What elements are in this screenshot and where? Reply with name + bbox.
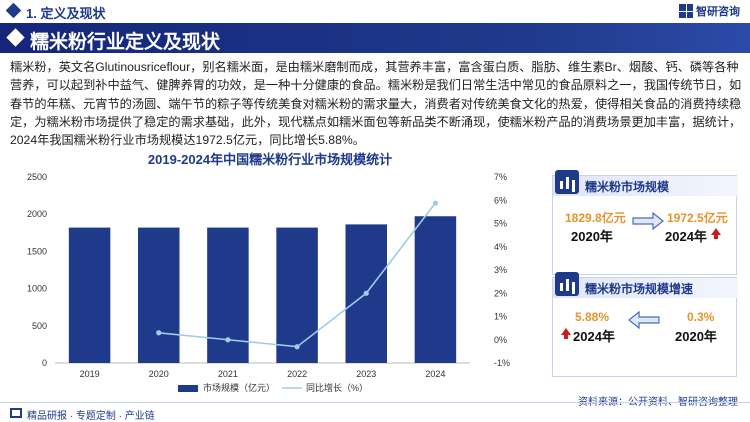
legend-label-bar: 市场规模（亿元） xyxy=(203,382,275,393)
y-left-tick-label: 2000 xyxy=(27,209,47,219)
bar-2020 xyxy=(138,227,180,363)
section-title: 1. 定义及现状 xyxy=(26,6,106,21)
footer-tagline: 精品研报 · 专题定制 · 产业链 xyxy=(27,411,155,422)
card-title: 糯米粉市场规模 xyxy=(585,180,670,194)
growth-2024-year: 2024年 xyxy=(573,329,615,344)
legend-label-line: 同比增长（%） xyxy=(306,382,368,393)
brand-logo[interactable]: 智研咨询 xyxy=(679,3,740,19)
y-left-tick-label: 2500 xyxy=(27,172,47,182)
x-tick-label: 2022 xyxy=(287,369,307,379)
page-header: 糯米粉行业定义及现状 xyxy=(0,23,750,53)
logo-icon xyxy=(679,4,693,18)
bar-chart-icon xyxy=(555,170,579,194)
bar-2021 xyxy=(207,227,249,363)
growth-point xyxy=(156,330,162,336)
card-title: 糯米粉市场规模增速 xyxy=(585,282,694,296)
y-left-tick-label: 1500 xyxy=(27,246,47,256)
size-2024-year: 2024年 xyxy=(665,229,707,244)
y-left-tick-label: 0 xyxy=(42,358,47,368)
y-right-tick-label: 7% xyxy=(494,172,507,182)
y-right-tick-label: 3% xyxy=(494,265,507,275)
arrow-right-icon xyxy=(632,212,664,230)
x-tick-label: 2019 xyxy=(80,369,100,379)
footer: 精品研报 · 专题定制 · 产业链 xyxy=(0,402,750,422)
arrow-up-icon xyxy=(711,228,721,239)
arrow-up-icon xyxy=(561,328,571,339)
growth-2020-year: 2020年 xyxy=(675,329,717,344)
page-title: 糯米粉行业定义及现状 xyxy=(30,32,221,53)
bar-2024 xyxy=(414,216,457,363)
market-size-chart: 0 500 1000 1500 2000 2500 -1% 0% 1% 2% 3% 4% 5% 6% 7% 2… xyxy=(27,172,510,393)
arrow-left-icon xyxy=(628,311,660,329)
bar-2022 xyxy=(276,227,318,363)
size-2020-value: 1829.8亿元 xyxy=(565,211,626,225)
size-2024-value: 1972.5亿元 xyxy=(667,211,728,225)
x-tick-label: 2024 xyxy=(425,369,445,379)
y-right-tick-label: 6% xyxy=(494,195,507,205)
y-left-tick-label: 1000 xyxy=(27,284,47,294)
intro-paragraph: 糯米粉，英文名Glutinousriceflour，别名糯米面，是由糯米磨制而成… xyxy=(10,60,742,148)
growth-2024-value: 5.88% xyxy=(575,310,610,324)
growth-2020-value: 0.3% xyxy=(687,310,715,324)
y-right-tick-label: 5% xyxy=(494,219,507,229)
x-tick-label: 2023 xyxy=(356,369,376,379)
x-tick-label: 2020 xyxy=(149,369,169,379)
market-size-card: 糯米粉市场规模 1829.8亿元 2020年 1972.5亿元 2024年 xyxy=(552,170,738,275)
growth-point xyxy=(225,337,231,343)
y-right-tick-label: 0% xyxy=(494,335,507,345)
bar-2019 xyxy=(68,227,111,363)
bar-chart-icon xyxy=(555,272,579,296)
growth-point xyxy=(294,344,300,350)
y-left-tick-label: 500 xyxy=(32,321,47,331)
card-header xyxy=(553,278,738,298)
y-right-tick-label: -1% xyxy=(494,358,510,368)
y-right-tick-label: 4% xyxy=(494,242,507,252)
diamond-icon xyxy=(5,2,22,19)
legend-swatch-bar xyxy=(178,385,198,392)
card-header xyxy=(553,176,738,196)
size-2020-year: 2020年 xyxy=(571,229,613,244)
chart-title: 2019-2024年中国糯米粉行业市场规模统计 xyxy=(147,152,393,167)
brand-name: 智研咨询 xyxy=(696,6,740,18)
x-tick-label: 2021 xyxy=(218,369,238,379)
diamond-icon xyxy=(6,28,25,47)
y-right-tick-label: 1% xyxy=(494,312,507,322)
report-icon xyxy=(10,408,22,418)
growth-rate-card: 糯米粉市场规模增速 5.88% 2024年 0.3% 2020年 xyxy=(552,272,738,377)
y-right-tick-label: 2% xyxy=(494,288,507,298)
growth-point xyxy=(363,290,369,296)
top-bar: 1. 定义及现状 智研咨询 xyxy=(0,0,750,22)
growth-point xyxy=(432,200,439,206)
